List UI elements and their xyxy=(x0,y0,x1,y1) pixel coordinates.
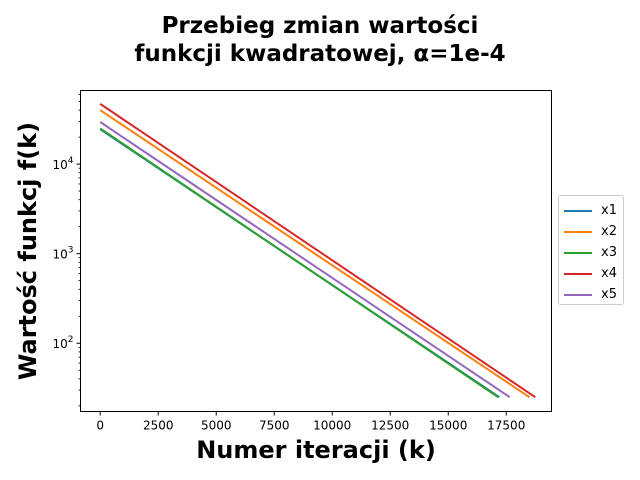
x-tick-label: 17500 xyxy=(487,419,525,433)
legend-item-x2: x2 xyxy=(559,221,623,242)
legend-item-x1: x1 xyxy=(559,200,623,221)
chart-title-line-1: Przebieg zmian wartości xyxy=(161,13,479,39)
series-line-x5 xyxy=(99,121,511,399)
y-tick-label: 104 xyxy=(52,156,73,172)
plot-frame xyxy=(80,90,552,412)
legend-swatch xyxy=(564,251,592,254)
legend-item-x3: x3 xyxy=(559,242,623,263)
series-layer xyxy=(99,103,536,399)
x-tick-label: 2500 xyxy=(143,419,174,433)
x-axis-label: Numer iteracji (k) xyxy=(196,436,436,464)
legend-label: x1 xyxy=(601,203,617,218)
legend-label: x5 xyxy=(601,287,617,302)
chart-legend: x1 x2 x3 x4 x5 xyxy=(558,195,624,305)
legend-swatch xyxy=(564,230,592,233)
legend-label: x4 xyxy=(601,266,617,281)
legend-label: x3 xyxy=(601,245,617,260)
series-line-x3 xyxy=(99,127,499,399)
x-tick-label: 7500 xyxy=(259,419,290,433)
tick-layer: 0 2500 5000 7500 10000 12500 15000 17500 102 103 1… xyxy=(52,93,525,433)
series-line-x4 xyxy=(99,103,536,399)
series-line-x2 xyxy=(99,109,531,399)
y-tick-label: 103 xyxy=(52,246,73,262)
legend-swatch xyxy=(564,209,592,212)
chart-title: Przebieg zmian wartości funkcji kwadrato… xyxy=(0,12,640,68)
y-axis-label: Wartość funkcj f(k) xyxy=(14,121,42,381)
x-tick-label: 0 xyxy=(96,419,104,433)
x-tick-label: 12500 xyxy=(371,419,409,433)
x-tick-label: 10000 xyxy=(313,419,351,433)
x-tick-label: 5000 xyxy=(201,419,232,433)
legend-item-x5: x5 xyxy=(559,284,623,305)
legend-item-x4: x4 xyxy=(559,263,623,284)
y-tick-label: 102 xyxy=(52,335,73,351)
legend-swatch xyxy=(564,272,592,275)
legend-label: x2 xyxy=(601,224,617,239)
chart-title-line-2: funkcji kwadratowej, α=1e-4 xyxy=(134,41,506,67)
legend-swatch xyxy=(564,293,592,296)
x-tick-label: 15000 xyxy=(429,419,467,433)
